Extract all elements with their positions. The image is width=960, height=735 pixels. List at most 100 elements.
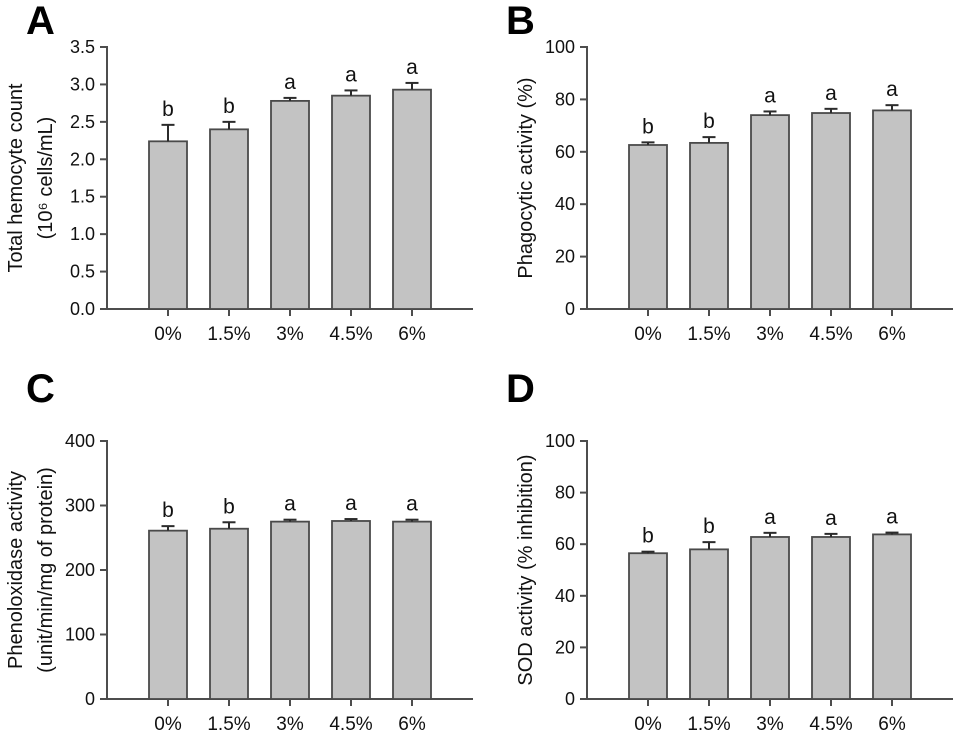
x-tick-label-0%: 0% bbox=[154, 324, 182, 345]
sig-letter-6%: a bbox=[886, 78, 898, 101]
sig-letter-4.5%: a bbox=[825, 507, 837, 530]
x-tick-label-3%: 3% bbox=[276, 324, 304, 345]
y-tick-label: 300 bbox=[65, 496, 95, 516]
y-tick-label: 60 bbox=[555, 142, 575, 162]
y-tick-label: 60 bbox=[555, 534, 575, 554]
y-tick-label: 200 bbox=[65, 560, 95, 580]
x-tick-label-1.5%: 1.5% bbox=[207, 714, 250, 735]
sig-letter-0%: b bbox=[162, 499, 174, 522]
bar-1.5% bbox=[209, 128, 249, 310]
y-tick-label: 2.5 bbox=[70, 112, 95, 132]
panel-a: A 0.0 0.5 1.0 1.5 2.0 2.5 3.0 3.5 b 0% b 1.5% a 3% a 4.… bbox=[0, 0, 480, 368]
bar-0% bbox=[628, 552, 668, 700]
chart-phenoloxidase-activity: 0 100 200 300 400 b 0% b 1.5% a 3% a 4.5% a 6% Phenolox… bbox=[5, 431, 473, 735]
bar-6% bbox=[872, 109, 912, 310]
x-tick-label-6%: 6% bbox=[878, 324, 906, 345]
chart-total-hemocyte-count: 0.0 0.5 1.0 1.5 2.0 2.5 3.0 3.5 b 0% b 1.5% a 3% a 4.5%… bbox=[5, 37, 473, 345]
y-tick-label: 2.0 bbox=[70, 149, 95, 169]
x-tick-label-1.5%: 1.5% bbox=[207, 324, 250, 345]
y-tick-label: 0 bbox=[85, 689, 95, 709]
y-tick-label: 80 bbox=[555, 483, 575, 503]
bar-3% bbox=[270, 520, 310, 700]
y-tick-label: 0.5 bbox=[70, 262, 95, 282]
y-tick-label: 40 bbox=[555, 586, 575, 606]
x-tick-label-4.5%: 4.5% bbox=[809, 714, 852, 735]
bar-0% bbox=[148, 529, 188, 700]
x-tick-label-1.5%: 1.5% bbox=[687, 714, 730, 735]
sig-letter-3%: a bbox=[764, 84, 776, 107]
panel-d-letter: D bbox=[506, 367, 535, 411]
bar-6% bbox=[392, 88, 432, 310]
y-tick-label: 100 bbox=[545, 37, 575, 57]
bar-1.5% bbox=[209, 527, 249, 700]
sig-letter-4.5%: a bbox=[825, 82, 837, 105]
panel-b: B 0 20 40 60 80 100 b 0% b 1.5% a 3% a 4.5% a 6% Phagocy… bbox=[480, 0, 960, 368]
sig-letter-3%: a bbox=[284, 493, 296, 516]
sig-letter-6%: a bbox=[406, 493, 418, 516]
sig-letter-0%: b bbox=[642, 115, 654, 138]
bar-6% bbox=[872, 533, 912, 700]
y-axis-title-line: Total hemocyte count bbox=[5, 83, 27, 272]
panel-c: C 0 100 200 300 400 b 0% b 1.5% a 3% a 4.5% a 6% Phenol… bbox=[0, 368, 480, 735]
bar-4.5% bbox=[811, 536, 851, 700]
y-tick-label: 100 bbox=[545, 431, 575, 451]
x-tick-label-6%: 6% bbox=[398, 714, 426, 735]
panel-d: D 0 20 40 60 80 100 b 0% b 1.5% a 3% a 4.5% a 6% SOD act… bbox=[480, 368, 960, 735]
x-tick-label-6%: 6% bbox=[878, 714, 906, 735]
bar-4.5% bbox=[331, 520, 371, 700]
bar-3% bbox=[270, 99, 310, 310]
chart-phagocytic-activity: 0 20 40 60 80 100 b 0% b 1.5% a 3% a 4.5% a 6% Phagocyti… bbox=[515, 37, 953, 345]
sig-letter-0%: b bbox=[162, 98, 174, 121]
y-axis-title-line: (unit/min/mg of protein) bbox=[35, 467, 57, 673]
x-tick-label-0%: 0% bbox=[634, 324, 662, 345]
y-axis-title-line: (10⁶ cells/mL) bbox=[35, 117, 57, 240]
bar-4.5% bbox=[331, 94, 371, 310]
panel-b-letter: B bbox=[506, 0, 535, 43]
sig-letter-1.5%: b bbox=[703, 110, 715, 133]
x-tick-label-3%: 3% bbox=[756, 324, 784, 345]
y-tick-label: 3.5 bbox=[70, 37, 95, 57]
x-tick-label-4.5%: 4.5% bbox=[329, 714, 372, 735]
sig-letter-3%: a bbox=[284, 71, 296, 94]
x-tick-label-6%: 6% bbox=[398, 324, 426, 345]
y-tick-label: 80 bbox=[555, 89, 575, 109]
y-tick-label: 0 bbox=[565, 299, 575, 319]
y-tick-label: 20 bbox=[555, 247, 575, 267]
sig-letter-6%: a bbox=[406, 56, 418, 79]
panel-c-letter: C bbox=[26, 367, 55, 411]
x-tick-label-3%: 3% bbox=[276, 714, 304, 735]
bar-0% bbox=[148, 140, 188, 310]
y-tick-label: 20 bbox=[555, 637, 575, 657]
panel-a-letter: A bbox=[26, 0, 55, 43]
y-tick-label: 100 bbox=[65, 625, 95, 645]
y-tick-label: 1.0 bbox=[70, 224, 95, 244]
bar-0% bbox=[628, 144, 668, 310]
y-axis-title-line: Phenoloxidase activity bbox=[5, 471, 27, 669]
sig-letter-4.5%: a bbox=[345, 492, 357, 515]
x-tick-label-0%: 0% bbox=[634, 714, 662, 735]
x-tick-label-4.5%: 4.5% bbox=[809, 324, 852, 345]
bar-1.5% bbox=[689, 141, 729, 310]
sig-letter-6%: a bbox=[886, 506, 898, 529]
y-tick-label: 400 bbox=[65, 431, 95, 451]
y-axis-title-line: SOD activity (% inhibition) bbox=[515, 454, 537, 685]
sig-letter-4.5%: a bbox=[345, 63, 357, 86]
y-tick-label: 40 bbox=[555, 194, 575, 214]
y-tick-label: 3.0 bbox=[70, 74, 95, 94]
bar-3% bbox=[750, 536, 790, 700]
sig-letter-1.5%: b bbox=[703, 515, 715, 538]
y-axis-title-line: Phagocytic activity (%) bbox=[515, 77, 537, 278]
x-tick-label-3%: 3% bbox=[756, 714, 784, 735]
y-tick-label: 0 bbox=[565, 689, 575, 709]
x-tick-label-0%: 0% bbox=[154, 714, 182, 735]
y-tick-label: 1.5 bbox=[70, 187, 95, 207]
sig-letter-1.5%: b bbox=[223, 495, 235, 518]
x-tick-label-4.5%: 4.5% bbox=[329, 324, 372, 345]
bar-3% bbox=[750, 114, 790, 310]
y-tick-label: 0.0 bbox=[70, 299, 95, 319]
bar-1.5% bbox=[689, 548, 729, 700]
bar-6% bbox=[392, 520, 432, 700]
chart-sod-activity: 0 20 40 60 80 100 b 0% b 1.5% a 3% a 4.5% a 6% SOD activ… bbox=[515, 431, 953, 735]
sig-letter-0%: b bbox=[642, 525, 654, 548]
